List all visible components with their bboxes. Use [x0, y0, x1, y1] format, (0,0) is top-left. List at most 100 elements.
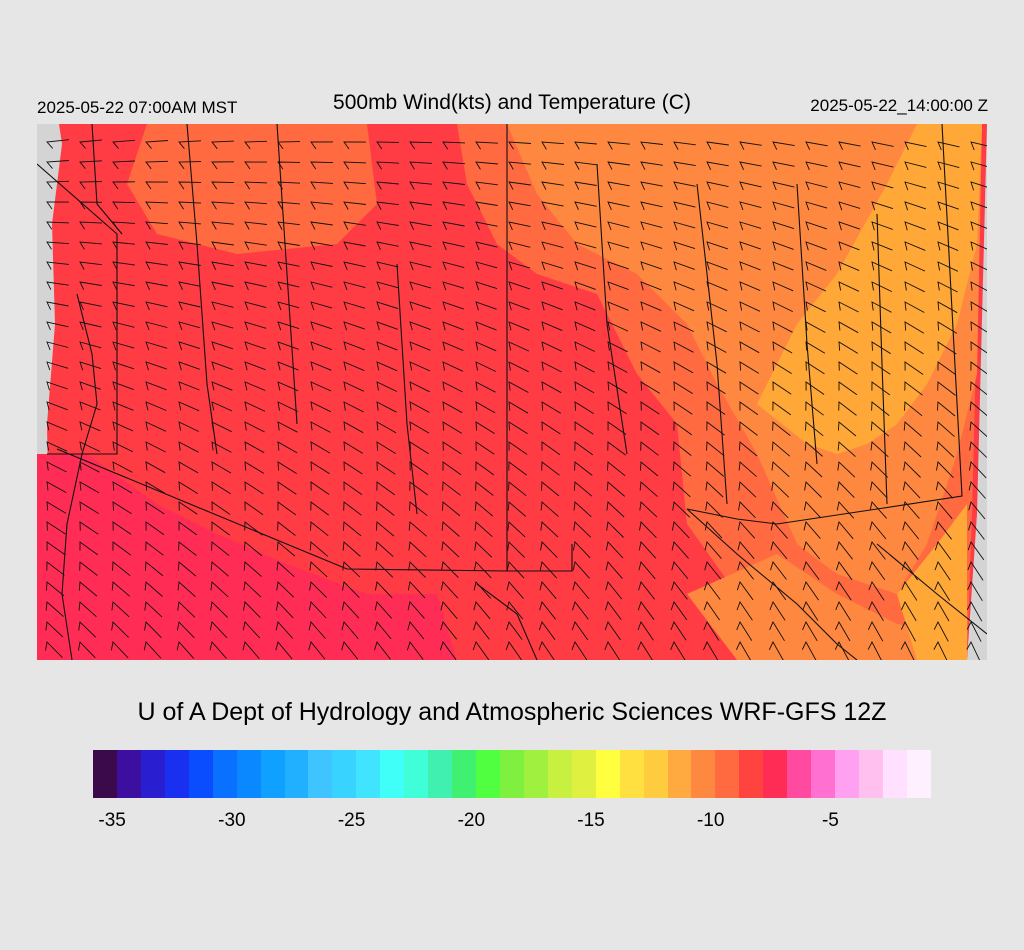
colorbar-swatch: [476, 750, 500, 798]
wind-barb: [640, 341, 661, 353]
wind-barb: [178, 261, 201, 270]
wind-barb: [739, 201, 762, 211]
wind-barb: [970, 241, 987, 251]
wind-barb: [144, 581, 163, 597]
wind-barb: [46, 501, 67, 514]
wind-barb: [541, 241, 564, 251]
wind-barb: [209, 641, 227, 659]
wind-barb: [868, 561, 886, 581]
wind-barb: [244, 161, 268, 170]
wind-barb: [178, 281, 201, 290]
border-az-mx: [56, 448, 508, 572]
wind-barb: [640, 181, 663, 190]
wind-barb: [112, 341, 135, 351]
wind-barb: [441, 521, 460, 537]
wind-barb: [904, 261, 926, 272]
wind-barb: [673, 241, 696, 251]
wind-barb: [739, 261, 761, 271]
wind-barb: [970, 341, 987, 354]
wind-barb: [772, 241, 794, 251]
wind-barb: [376, 241, 399, 250]
wind-barb: [112, 281, 135, 290]
wind-barb: [276, 561, 295, 578]
wind-barb: [409, 301, 432, 311]
wind-barb: [112, 501, 132, 515]
wind-barb: [739, 241, 761, 251]
wind-barb: [739, 341, 760, 354]
wind-barb: [638, 581, 655, 600]
wind-barb: [640, 221, 663, 231]
wind-barb: [46, 180, 70, 190]
colorbar-swatch: [308, 750, 333, 798]
wind-barb: [442, 401, 463, 414]
wind-barb: [541, 301, 563, 311]
wind-barb: [178, 541, 197, 556]
wind-barb: [969, 401, 987, 417]
colorbar-tick-label: -10: [696, 810, 725, 831]
wind-barb: [706, 141, 729, 150]
wind-barb: [376, 361, 398, 372]
wind-barb: [111, 601, 130, 618]
wind-barb: [78, 581, 98, 597]
wind-barb: [670, 641, 686, 660]
wind-barb: [901, 561, 918, 581]
wind-barb: [211, 361, 233, 371]
wind-barb: [967, 581, 983, 602]
wind-barb: [343, 341, 365, 351]
wind-barb: [970, 361, 987, 375]
wind-barb: [835, 561, 853, 581]
wind-barb: [277, 281, 300, 291]
wind-barb: [211, 441, 232, 453]
wind-barb: [244, 441, 265, 454]
wind-barb: [606, 501, 625, 518]
wind-barb: [508, 141, 532, 150]
wind-barb: [805, 161, 828, 171]
wind-barb: [374, 601, 393, 619]
wind-barb: [309, 581, 327, 598]
wind-barb: [574, 281, 596, 291]
wind-barb: [805, 301, 826, 313]
wind-barb: [772, 261, 794, 271]
wind-barb: [673, 221, 696, 231]
temperature-colorbar: [93, 750, 931, 798]
wind-barb: [277, 221, 300, 230]
wind-barb: [178, 481, 198, 494]
border-diag-east: [876, 543, 987, 635]
wind-barb: [475, 321, 497, 331]
wind-barb: [341, 621, 359, 639]
wind-barb: [937, 181, 960, 191]
wind-barb: [243, 541, 263, 557]
wind-barb: [804, 461, 823, 478]
wind-barb: [706, 401, 726, 415]
wind-barb: [46, 321, 69, 331]
wind-barb: [46, 361, 69, 371]
wind-barb: [79, 181, 103, 190]
wind-barb: [640, 421, 660, 436]
wind-barb: [966, 621, 982, 642]
colorbar-swatch: [452, 750, 476, 798]
wind-barb: [772, 201, 795, 211]
wind-barb: [211, 421, 232, 433]
wind-barb: [508, 461, 527, 476]
wind-barb: [475, 281, 498, 291]
wind-barb: [640, 281, 662, 291]
wind-barb: [178, 161, 202, 170]
wind-barb: [541, 261, 564, 271]
wind-barb: [178, 140, 202, 149]
wind-barb: [508, 301, 530, 311]
wind-barb: [408, 541, 427, 558]
wind-barb: [178, 401, 200, 412]
colorbar-ticks: -35 -30 -25 -20 -15 -10 -5: [0, 810, 1024, 840]
wind-barb: [966, 641, 981, 660]
wind-barb: [933, 641, 948, 660]
wind-barb: [79, 561, 98, 576]
wind-barb: [704, 561, 722, 580]
wind-barb: [145, 341, 168, 351]
wind-barb: [343, 461, 363, 475]
wind-barb: [244, 241, 267, 250]
wind-barb: [243, 581, 262, 598]
wind-barb: [46, 160, 69, 169]
wind-barb: [442, 361, 464, 372]
colorbar-swatch: [116, 750, 141, 798]
wind-barb: [145, 321, 168, 331]
